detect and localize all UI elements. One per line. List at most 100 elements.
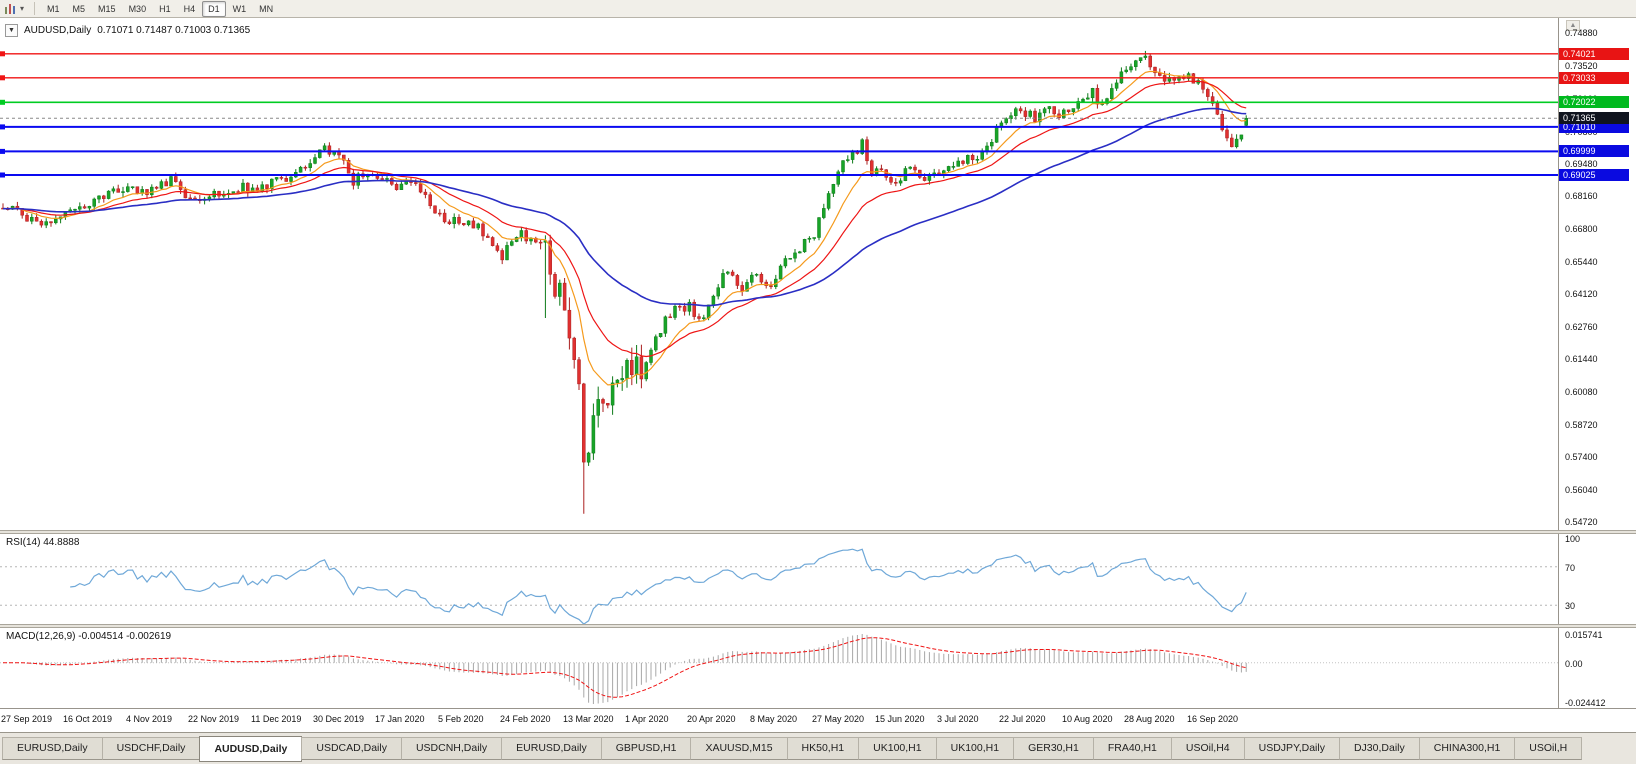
tab-GER30-H1[interactable]: GER30,H1 (1013, 737, 1094, 760)
tab-DJ30-Daily[interactable]: DJ30,Daily (1338, 737, 1420, 760)
panel-splitter[interactable] (0, 624, 1636, 628)
date-label: 11 Dec 2019 (251, 714, 302, 724)
date-axis[interactable]: 27 Sep 2019 16 Oct 2019 4 Nov 2019 22 Nov 2… (0, 708, 1636, 732)
price-tick: 0.60080 (1565, 387, 1598, 397)
rsi-chart[interactable] (0, 534, 1558, 624)
support-price-label: 0.71010 (1559, 121, 1629, 133)
tab-USDCAD-Daily[interactable]: USDCAD,Daily (301, 737, 402, 760)
tab-USDCNH-Daily[interactable]: USDCNH,Daily (400, 737, 503, 760)
chart-type-dropdown-icon[interactable]: ▾ (20, 4, 25, 13)
price-tick: 0.66800 (1565, 224, 1598, 234)
price-tick: 0.68160 (1565, 191, 1598, 201)
candlestick-chart[interactable] (0, 18, 1558, 530)
resistance-price-label: 0.73033 (1559, 72, 1629, 84)
timeframe-button-D1[interactable]: D1 (202, 0, 226, 17)
price-tick: 0.64120 (1565, 289, 1598, 299)
date-label: 16 Oct 2019 (63, 714, 113, 724)
chart-tabs-bar: EURUSD,Daily USDCHF,Daily AUDUSD,Daily USDC… (0, 732, 1636, 764)
date-label: 5 Feb 2020 (438, 714, 484, 724)
tab-FRA40-H1[interactable]: FRA40,H1 (1092, 737, 1172, 760)
timeframe-button-group: M1 M5 M15 M30 H1 H4 D1 W1 MN (41, 0, 279, 17)
tab-EURUSD-Daily[interactable]: EURUSD,Daily (2, 737, 103, 760)
price-tick: 0.65440 (1565, 257, 1598, 267)
date-label: 1 Apr 2020 (625, 714, 669, 724)
date-label: 30 Dec 2019 (313, 714, 365, 724)
price-axis[interactable]: ▲ 0.748800.735200.721600.708000.694800.6… (1558, 18, 1636, 530)
price-tick: 0.62760 (1565, 322, 1598, 332)
price-tick: 0.73520 (1565, 61, 1598, 71)
timeframe-button-M30[interactable]: M30 (128, 3, 147, 14)
support-price-label: 0.69025 (1559, 169, 1629, 181)
chart-title: AUDUSD,Daily (24, 25, 92, 36)
price-tick: 0.61440 (1565, 354, 1598, 364)
chart-header: ▼ AUDUSD,Daily 0.71071 0.71487 0.71003 0… (5, 24, 250, 37)
rsi-tick: 30 (1565, 601, 1576, 611)
date-label: 13 Mar 2020 (563, 714, 614, 724)
timeframe-button-M1[interactable]: M1 (47, 3, 60, 14)
top-toolbar: ▾ M1 M5 M15 M30 H1 H4 D1 W1 MN (0, 0, 1636, 18)
date-label: 22 Nov 2019 (188, 714, 240, 724)
tab-USOil-H[interactable]: USOil,H (1514, 737, 1583, 760)
tab-EURUSD-Daily[interactable]: EURUSD,Daily (501, 737, 602, 760)
date-label: 27 May 2020 (812, 714, 865, 724)
rsi-tick: 70 (1565, 563, 1576, 573)
chart-type-icon[interactable] (4, 3, 17, 15)
date-label: 4 Nov 2019 (126, 714, 173, 724)
macd-chart[interactable] (0, 628, 1558, 708)
rsi-panel: 100 70 30 RSI(14) 44.8888 (0, 534, 1636, 624)
tab-UK100-H1[interactable]: UK100,H1 (858, 737, 937, 760)
tab-XAUUSD-M15[interactable]: XAUUSD,M15 (690, 737, 788, 760)
macd-tick: 0.00 (1565, 659, 1583, 669)
tab-HK50-H1[interactable]: HK50,H1 (786, 737, 860, 760)
current-price-label: 0.71365 (1559, 112, 1629, 124)
price-tick: 0.57400 (1565, 452, 1598, 462)
price-tick: 0.54720 (1565, 517, 1598, 527)
date-label: 10 Aug 2020 (1062, 714, 1113, 724)
timeframe-button-H1[interactable]: H1 (159, 3, 171, 14)
date-label: 17 Jan 2020 (375, 714, 425, 724)
tab-USOil-H4[interactable]: USOil,H4 (1170, 737, 1245, 760)
macd-label: MACD(12,26,9) -0.004514 -0.002619 (6, 631, 172, 642)
scroll-up-icon[interactable]: ▲ (1566, 20, 1580, 31)
rsi-axis[interactable]: 100 70 30 (1558, 534, 1636, 624)
date-label: 27 Sep 2019 (1, 714, 53, 724)
rsi-label: RSI(14) 44.8888 (6, 537, 80, 548)
tab-CHINA300-H1[interactable]: CHINA300,H1 (1418, 737, 1516, 760)
date-label: 22 Jul 2020 (999, 714, 1046, 724)
chart-window: ▲ 0.748800.735200.721600.708000.694800.6… (0, 18, 1636, 732)
tab-UK100-H1[interactable]: UK100,H1 (935, 737, 1015, 760)
macd-tick: 0.015741 (1565, 630, 1603, 640)
date-label: 20 Apr 2020 (687, 714, 736, 724)
date-label: 3 Jul 2020 (937, 714, 979, 724)
timeframe-button-W1[interactable]: W1 (232, 3, 247, 14)
tab-USDCHF-Daily[interactable]: USDCHF,Daily (101, 737, 201, 760)
pivot-price-label: 0.72022 (1559, 96, 1629, 108)
support-price-label: 0.69999 (1559, 145, 1629, 157)
panel-splitter[interactable] (0, 530, 1636, 534)
date-label: 24 Feb 2020 (500, 714, 551, 724)
tab-AUDUSD-Daily[interactable]: AUDUSD,Daily (199, 735, 303, 762)
macd-axis[interactable]: 0.015741 0.00 -0.024412 (1558, 628, 1636, 708)
price-tick: 0.69480 (1565, 159, 1598, 169)
timeframe-button-M15[interactable]: M15 (98, 3, 116, 14)
rsi-tick: 100 (1565, 534, 1581, 544)
timeframe-button-MN[interactable]: MN (259, 3, 274, 14)
timeframe-button-H4[interactable]: H4 (183, 3, 196, 14)
chart-menu-icon[interactable]: ▼ (5, 24, 18, 37)
toolbar-separator (34, 2, 36, 15)
macd-tick: -0.024412 (1565, 698, 1606, 708)
tab-USDJPY-Daily[interactable]: USDJPY,Daily (1243, 737, 1340, 760)
resistance-price-label: 0.74021 (1559, 48, 1629, 60)
price-panel: ▲ 0.748800.735200.721600.708000.694800.6… (0, 18, 1636, 530)
date-label: 16 Sep 2020 (1187, 714, 1239, 724)
price-tick: 0.56040 (1565, 485, 1598, 495)
date-label: 15 Jun 2020 (875, 714, 925, 724)
timeframe-button-M5[interactable]: M5 (72, 3, 86, 14)
macd-panel: 0.015741 0.00 -0.024412 MACD(12,26,9) -0.0… (0, 628, 1636, 708)
tab-GBPUSD-H1[interactable]: GBPUSD,H1 (600, 737, 692, 760)
date-label: 8 May 2020 (750, 714, 798, 724)
price-tick: 0.74880 (1565, 28, 1598, 38)
chart-ohlc-values: 0.71071 0.71487 0.71003 0.71365 (97, 25, 251, 36)
price-tick: 0.58720 (1565, 420, 1598, 430)
date-label: 28 Aug 2020 (1124, 714, 1175, 724)
